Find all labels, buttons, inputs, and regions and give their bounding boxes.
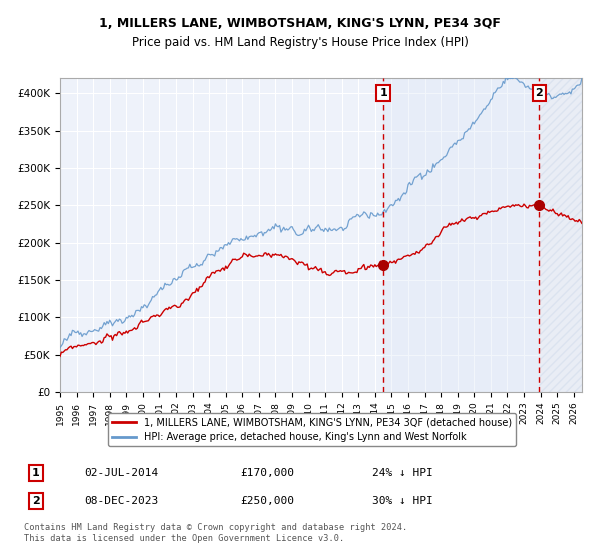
- Text: 2: 2: [535, 88, 543, 98]
- Text: 1: 1: [32, 468, 40, 478]
- Text: £250,000: £250,000: [240, 496, 294, 506]
- Bar: [383, 78, 539, 392]
- Text: 1, MILLERS LANE, WIMBOTSHAM, KING'S LYNN, PE34 3QF: 1, MILLERS LANE, WIMBOTSHAM, KING'S LYNN…: [99, 17, 501, 30]
- Text: 2: 2: [32, 496, 40, 506]
- Text: 1: 1: [379, 88, 387, 98]
- Text: 24% ↓ HPI: 24% ↓ HPI: [372, 468, 433, 478]
- Legend: 1, MILLERS LANE, WIMBOTSHAM, KING'S LYNN, PE34 3QF (detached house), HPI: Averag: 1, MILLERS LANE, WIMBOTSHAM, KING'S LYNN…: [108, 413, 516, 446]
- Text: Price paid vs. HM Land Registry's House Price Index (HPI): Price paid vs. HM Land Registry's House …: [131, 36, 469, 49]
- Text: 08-DEC-2023: 08-DEC-2023: [84, 496, 158, 506]
- Bar: [539, 78, 582, 392]
- Text: 02-JUL-2014: 02-JUL-2014: [84, 468, 158, 478]
- Bar: [539, 78, 582, 392]
- Text: Contains HM Land Registry data © Crown copyright and database right 2024.
This d: Contains HM Land Registry data © Crown c…: [24, 524, 407, 543]
- Text: 30% ↓ HPI: 30% ↓ HPI: [372, 496, 433, 506]
- Text: £170,000: £170,000: [240, 468, 294, 478]
